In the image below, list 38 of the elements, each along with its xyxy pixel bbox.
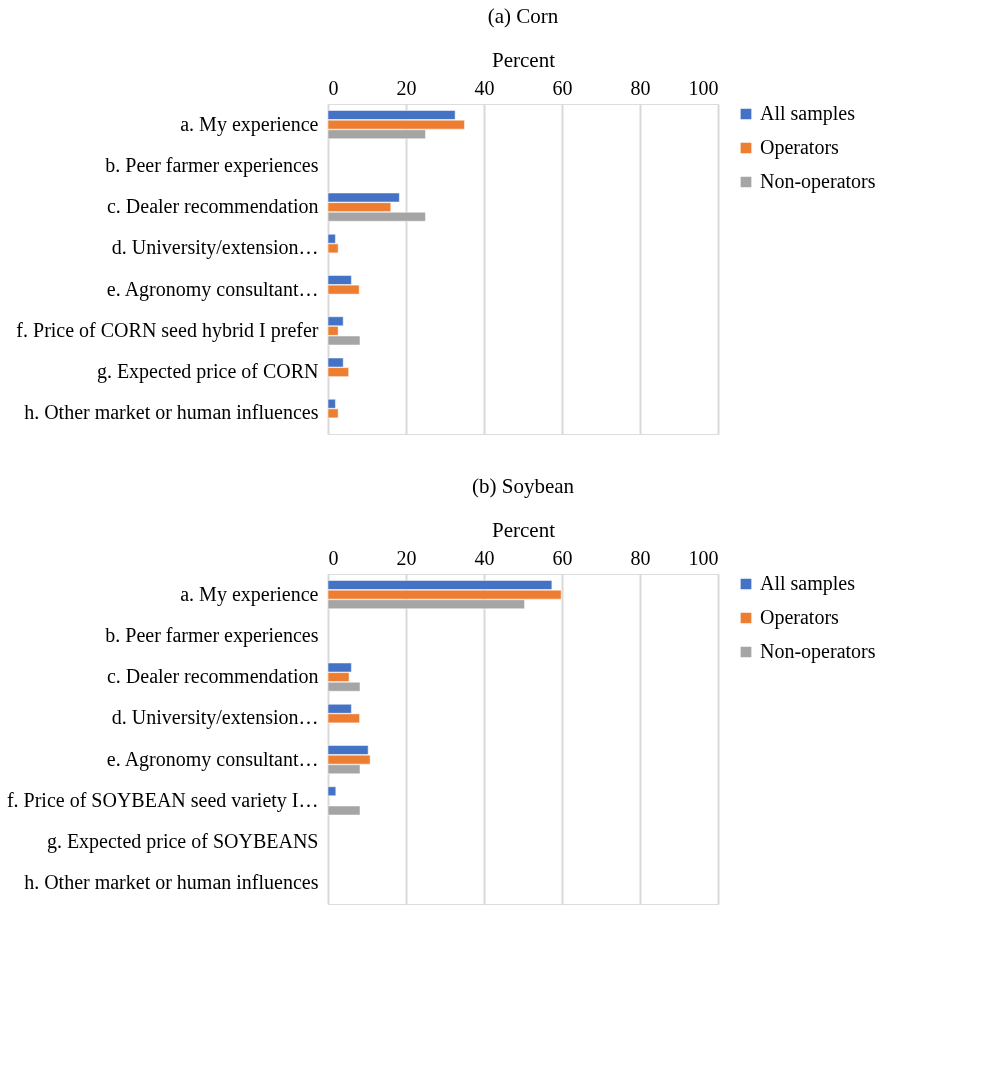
y-tick-label: h. Other market or human influences	[24, 871, 319, 894]
y-tick-label: f. Price of CORN seed hybrid I prefer	[16, 318, 319, 342]
y-tick-label: f. Price of SOYBEAN seed variety I…	[6, 788, 319, 812]
chart-title: (a) Corn	[487, 4, 559, 28]
x-axis-title: Percent	[492, 47, 556, 72]
x-tick-label: 100	[688, 546, 719, 569]
legend-label: Operators	[760, 606, 840, 629]
y-tick-label: c. Dealer recommendation	[106, 195, 319, 218]
y-tick-label: a. My experience	[180, 112, 319, 136]
y-tick-label: g. Expected price of SOYBEANS	[46, 830, 319, 854]
chart-title: (b) Soybean	[471, 474, 575, 498]
y-tick-label: e. Agronomy consultant…	[106, 747, 319, 771]
legend-label: All samples	[760, 102, 856, 125]
y-tick-label: d. University/extension…	[111, 706, 319, 730]
y-tick-label: e. Agronomy consultant…	[106, 277, 319, 301]
x-tick-label: 100	[688, 76, 719, 99]
x-tick-label: 20	[396, 76, 417, 99]
legend-label: Operators	[760, 136, 840, 159]
x-tick-label: 80	[630, 76, 651, 99]
y-tick-label: h. Other market or human influences	[24, 401, 319, 424]
y-tick-label: b. Peer farmer experiences	[105, 623, 319, 647]
x-tick-label: 20	[396, 546, 417, 569]
x-tick-label: 60	[552, 76, 573, 99]
x-tick-label: 0	[328, 76, 339, 99]
x-tick-label: 80	[630, 546, 651, 569]
legend-label: Non-operators	[760, 170, 876, 193]
x-tick-label: 40	[474, 76, 495, 99]
x-axis-title: Percent	[492, 517, 556, 542]
x-tick-label: 60	[552, 546, 573, 569]
y-tick-label: d. University/extension…	[111, 236, 319, 260]
y-tick-label: c. Dealer recommendation	[106, 665, 319, 688]
y-tick-label: b. Peer farmer experiences	[105, 153, 319, 177]
x-tick-label: 0	[328, 546, 339, 569]
y-tick-label: a. My experience	[180, 582, 319, 606]
legend-label: Non-operators	[760, 640, 876, 663]
y-tick-label: g. Expected price of CORN	[96, 360, 319, 384]
legend-label: All samples	[760, 572, 856, 595]
x-tick-label: 40	[474, 546, 495, 569]
